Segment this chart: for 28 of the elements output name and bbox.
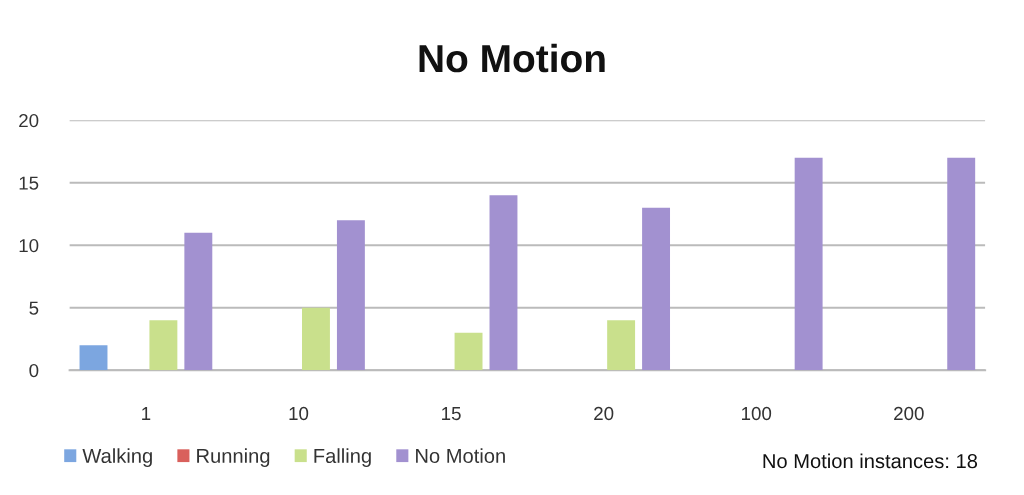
- y-tick-label: 0: [29, 363, 39, 378]
- legend-label: Walking: [82, 448, 152, 467]
- x-tick-label: 20: [594, 406, 614, 421]
- x-tick-label: 10: [289, 406, 309, 421]
- bar: [302, 307, 330, 371]
- bar: [607, 320, 636, 371]
- legend-label: Falling: [314, 448, 371, 467]
- bar: [336, 220, 365, 371]
- bar: [489, 195, 518, 371]
- y-tick-label: 5: [29, 301, 39, 315]
- y-tick-label: 20: [19, 113, 39, 128]
- bar: [149, 320, 178, 371]
- x-tick-label: 100: [742, 406, 772, 421]
- bar: [184, 232, 213, 371]
- bar: [642, 207, 671, 371]
- bar: [947, 157, 976, 371]
- legend-label: No Motion: [416, 448, 505, 463]
- text: No Motion instances: 18: [763, 453, 978, 469]
- x-tick-label: 1: [142, 407, 151, 420]
- chart-title: No Motion: [419, 43, 605, 73]
- y-tick-label: 15: [19, 176, 39, 190]
- bar: [794, 157, 823, 371]
- y-tick-label: 10: [19, 238, 39, 253]
- bar: [454, 332, 483, 371]
- x-tick-label: 200: [894, 406, 924, 421]
- legend-label: Running: [197, 448, 270, 467]
- bar: [79, 345, 108, 371]
- x-tick-label: 15: [442, 407, 461, 421]
